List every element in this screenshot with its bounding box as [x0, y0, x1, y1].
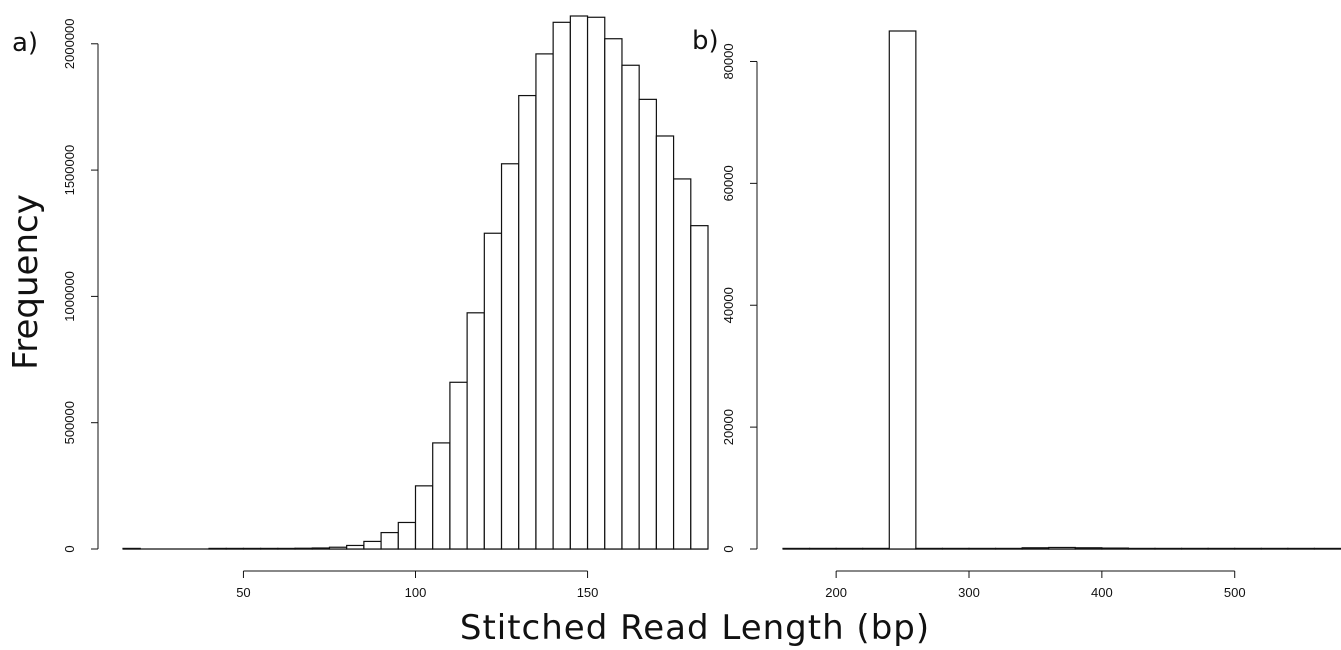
b-bar	[968, 547, 997, 550]
b-bar	[862, 547, 890, 550]
a-bar	[586, 16, 606, 550]
a-bar	[363, 540, 382, 550]
a-bar	[294, 547, 313, 550]
b-y-tick-label: 80000	[721, 43, 736, 79]
b-bar	[1313, 547, 1341, 550]
a-bar	[535, 53, 554, 550]
a-bar	[328, 546, 348, 550]
a-y-tick-label: 1500000	[62, 145, 77, 196]
a-bar	[242, 547, 262, 550]
a-bar	[260, 547, 279, 550]
b-x-tick-label: 400	[1091, 585, 1113, 600]
b-bar	[941, 547, 970, 550]
b-bar	[1127, 547, 1156, 550]
b-x-tick-label: 500	[1224, 585, 1246, 600]
a-bar	[432, 442, 451, 550]
a-bar	[466, 312, 485, 550]
b-y-tick-label: 0	[721, 545, 736, 552]
y-axis-title: Frequency	[6, 194, 46, 370]
b-bar	[1234, 547, 1262, 550]
a-bar	[208, 547, 227, 550]
a-y-tick-label: 500000	[62, 401, 77, 444]
a-bar	[690, 225, 709, 550]
x-axis-title: Stitched Read Length (bp)	[459, 608, 931, 648]
b-bar	[1101, 547, 1130, 550]
b-bar	[782, 547, 811, 550]
b-bar	[1074, 547, 1103, 550]
a-bar	[346, 544, 365, 550]
b-bar	[1021, 547, 1050, 550]
b-bar	[994, 547, 1023, 550]
a-bar	[414, 485, 434, 550]
panel-b-label: b)	[692, 26, 719, 56]
b-bar	[1048, 546, 1076, 550]
a-bar	[449, 381, 468, 550]
a-bar	[655, 135, 675, 550]
a-x-tick-label: 50	[236, 585, 250, 600]
b-bar	[1154, 547, 1183, 550]
a-bar	[397, 521, 417, 550]
b-bar	[808, 547, 837, 550]
b-bar	[1260, 547, 1289, 550]
a-y-tick-label: 2000000	[62, 18, 77, 69]
b-bar	[915, 547, 944, 550]
a-bar	[621, 64, 640, 550]
a-x-tick-label: 150	[577, 585, 599, 600]
b-x-tick-label: 200	[825, 585, 847, 600]
b-bar	[835, 547, 864, 550]
a-bar	[122, 547, 141, 550]
b-y-tick-label: 40000	[721, 287, 736, 323]
a-bar	[500, 163, 520, 550]
a-bar	[380, 531, 399, 550]
a-bar	[672, 178, 692, 550]
panel-a-histogram: 50 100 150 0 500000 1000000 1500000 2000000	[62, 15, 709, 600]
a-y-tick-label: 1000000	[62, 271, 77, 322]
a-bar	[483, 232, 503, 550]
a-bar	[552, 21, 571, 550]
b-y-tick-label: 20000	[721, 409, 736, 445]
b-bar	[1207, 547, 1236, 550]
a-y-tick-label: 0	[62, 545, 77, 552]
a-x-tick-label: 100	[405, 585, 427, 600]
a-bar	[277, 547, 296, 550]
panel-a-label: a)	[12, 28, 39, 58]
b-bar	[1287, 547, 1316, 550]
panel-b-histogram: 200 300 400 500 0 20000 40000 60000 80000	[721, 30, 1341, 600]
b-y-tick-label: 60000	[721, 165, 736, 201]
a-bar	[569, 15, 589, 550]
a-bar	[638, 98, 657, 550]
a-bar	[518, 94, 537, 550]
a-bar	[225, 547, 245, 550]
a-bar	[604, 38, 623, 550]
b-bar	[888, 30, 917, 550]
b-bar	[1180, 547, 1209, 550]
a-bar	[311, 547, 331, 550]
b-x-tick-label: 300	[958, 585, 980, 600]
